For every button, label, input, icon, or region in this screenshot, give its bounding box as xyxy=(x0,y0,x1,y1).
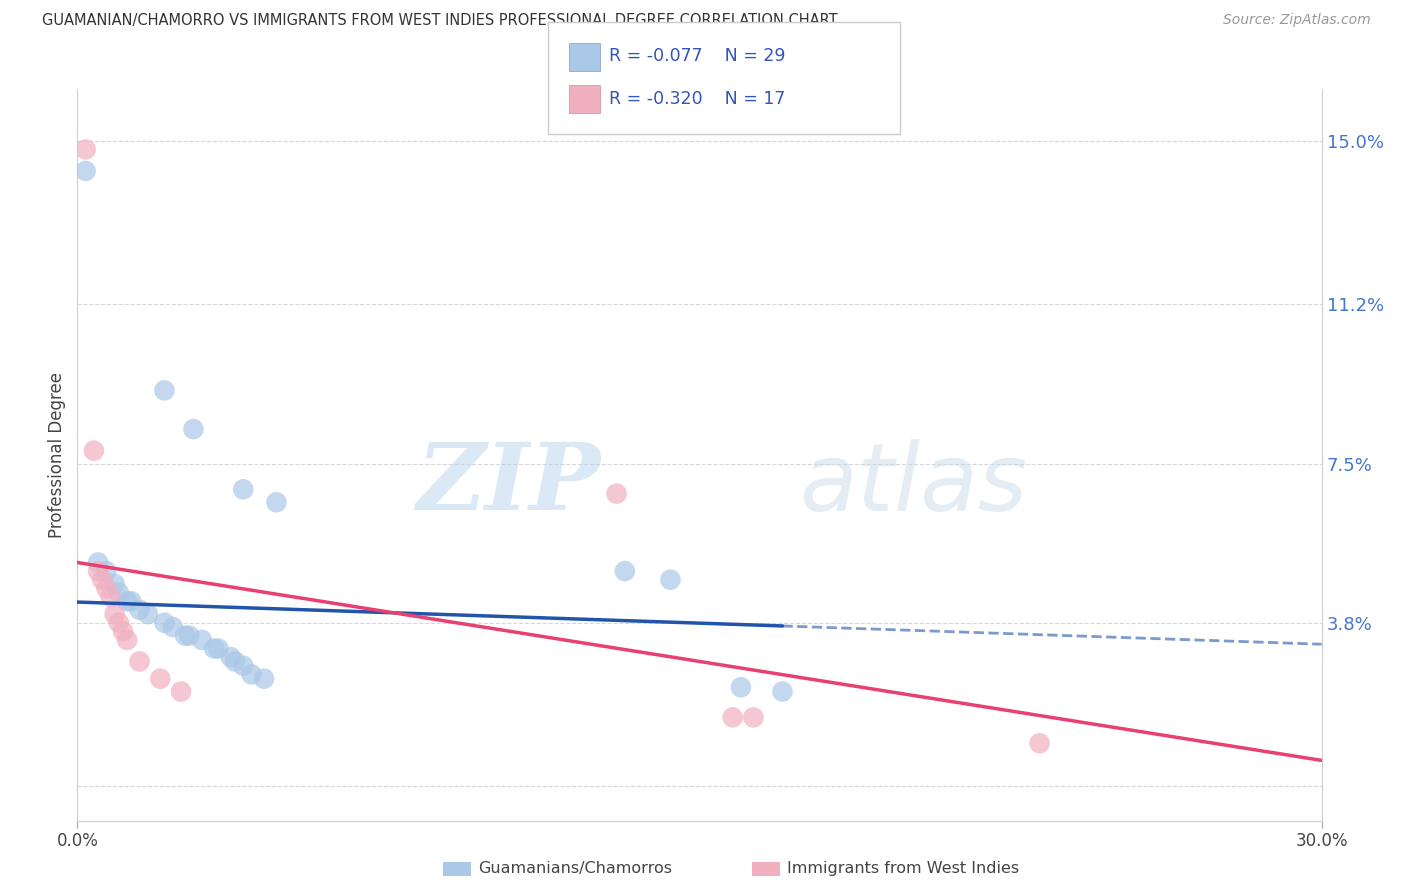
Point xyxy=(266,495,288,509)
Point xyxy=(120,594,142,608)
Point xyxy=(108,585,131,599)
Point xyxy=(100,590,122,604)
Point xyxy=(207,641,229,656)
Point xyxy=(772,684,794,698)
Point xyxy=(1028,736,1050,750)
Point xyxy=(240,667,263,681)
Point xyxy=(136,607,159,621)
Point xyxy=(721,710,744,724)
Point xyxy=(219,650,242,665)
Point xyxy=(128,655,150,669)
Point xyxy=(91,573,114,587)
Point xyxy=(224,655,246,669)
Point xyxy=(87,564,110,578)
Point xyxy=(115,632,138,647)
Point xyxy=(111,624,134,639)
Point xyxy=(87,556,110,570)
Text: Source: ZipAtlas.com: Source: ZipAtlas.com xyxy=(1223,13,1371,28)
Text: R = -0.320    N = 17: R = -0.320 N = 17 xyxy=(609,90,785,108)
Point xyxy=(75,143,97,157)
Point xyxy=(606,486,628,500)
Point xyxy=(730,680,752,694)
Point xyxy=(75,164,97,178)
Point xyxy=(232,658,254,673)
Point xyxy=(149,672,172,686)
Point xyxy=(202,641,225,656)
Point xyxy=(613,564,636,578)
Text: Immigrants from West Indies: Immigrants from West Indies xyxy=(787,862,1019,876)
Point xyxy=(232,483,254,497)
Text: GUAMANIAN/CHAMORRO VS IMMIGRANTS FROM WEST INDIES PROFESSIONAL DEGREE CORRELATIO: GUAMANIAN/CHAMORRO VS IMMIGRANTS FROM WE… xyxy=(42,13,838,29)
Point xyxy=(96,582,118,596)
Point xyxy=(104,577,127,591)
Point xyxy=(153,384,176,398)
Point xyxy=(742,710,765,724)
Text: R = -0.077    N = 29: R = -0.077 N = 29 xyxy=(609,47,786,65)
Point xyxy=(104,607,127,621)
Point xyxy=(115,594,138,608)
Point xyxy=(183,422,205,436)
Point xyxy=(179,629,201,643)
Y-axis label: Professional Degree: Professional Degree xyxy=(48,372,66,538)
Point xyxy=(162,620,184,634)
Point xyxy=(96,564,118,578)
Point xyxy=(83,443,105,458)
Point xyxy=(253,672,276,686)
Point xyxy=(191,632,214,647)
Text: Guamanians/Chamorros: Guamanians/Chamorros xyxy=(478,862,672,876)
Point xyxy=(170,684,193,698)
Point xyxy=(153,615,176,630)
Text: atlas: atlas xyxy=(799,439,1028,530)
Point xyxy=(128,603,150,617)
Point xyxy=(108,615,131,630)
Point xyxy=(174,629,197,643)
Text: ZIP: ZIP xyxy=(416,439,600,529)
Point xyxy=(659,573,682,587)
